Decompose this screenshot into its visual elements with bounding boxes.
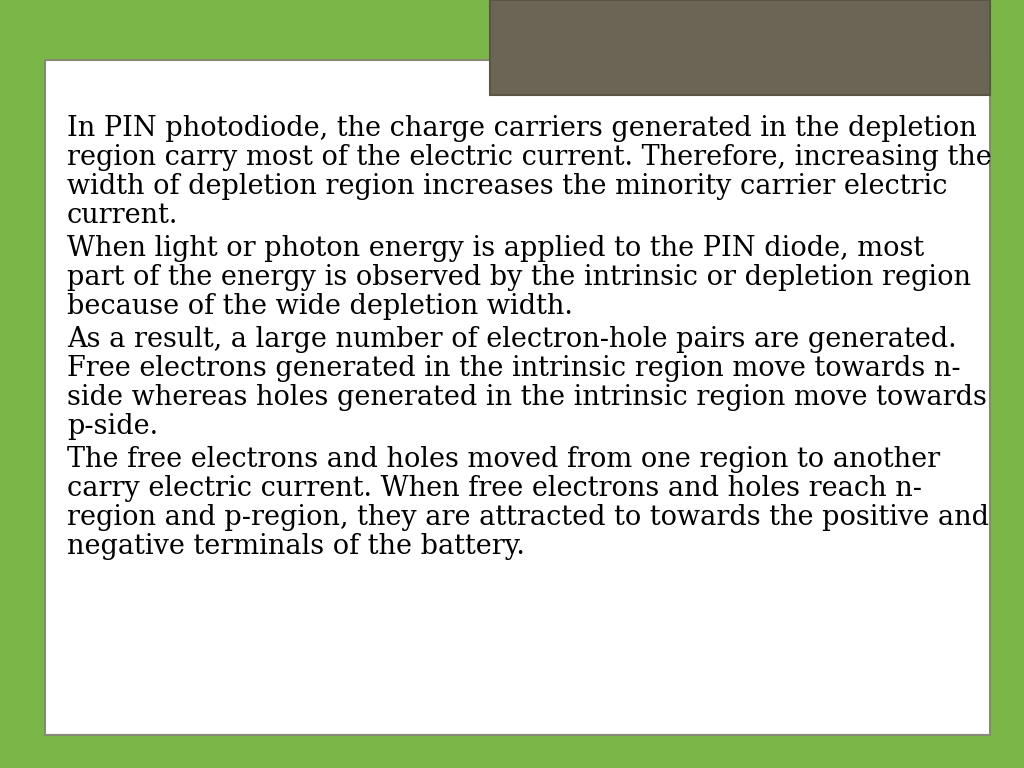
Text: Free electrons generated in the intrinsic region move towards n-: Free electrons generated in the intrinsi… <box>67 355 961 382</box>
Bar <box>45 60 990 735</box>
Text: current.: current. <box>67 202 178 229</box>
Text: negative terminals of the battery.: negative terminals of the battery. <box>67 533 525 560</box>
Text: part of the energy is observed by the intrinsic or depletion region: part of the energy is observed by the in… <box>67 264 971 291</box>
Text: side whereas holes generated in the intrinsic region move towards: side whereas holes generated in the intr… <box>67 384 987 411</box>
Text: because of the wide depletion width.: because of the wide depletion width. <box>67 293 572 320</box>
Text: As a result, a large number of electron-hole pairs are generated.: As a result, a large number of electron-… <box>67 326 956 353</box>
Text: carry electric current. When free electrons and holes reach n-: carry electric current. When free electr… <box>67 475 922 502</box>
Text: region and p-region, they are attracted to towards the positive and: region and p-region, they are attracted … <box>67 504 989 531</box>
Text: width of depletion region increases the minority carrier electric: width of depletion region increases the … <box>67 173 947 200</box>
Text: In PIN photodiode, the charge carriers generated in the depletion: In PIN photodiode, the charge carriers g… <box>67 115 977 142</box>
Bar <box>490 0 990 95</box>
Text: The free electrons and holes moved from one region to another: The free electrons and holes moved from … <box>67 446 940 473</box>
Text: When light or photon energy is applied to the PIN diode, most: When light or photon energy is applied t… <box>67 235 924 262</box>
Text: p-side.: p-side. <box>67 413 158 440</box>
Text: region carry most of the electric current. Therefore, increasing the: region carry most of the electric curren… <box>67 144 992 171</box>
